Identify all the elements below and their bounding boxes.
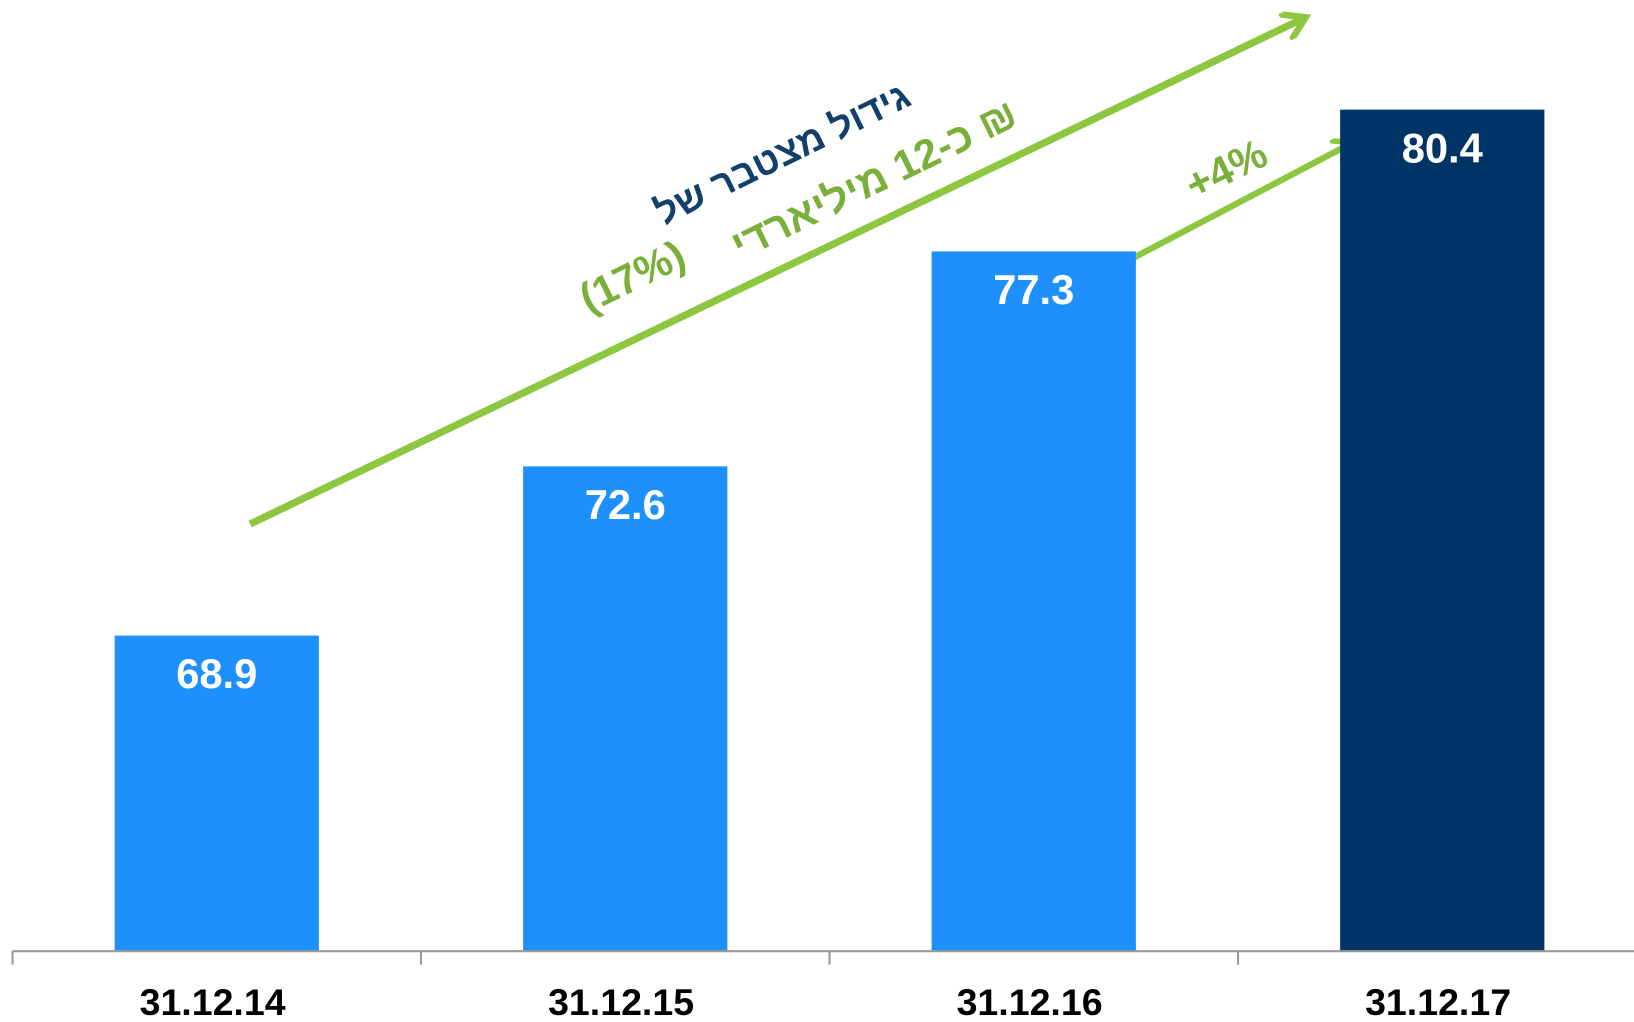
x-tick-label: 31.12.15 xyxy=(548,981,694,1022)
x-tick-label: 31.12.14 xyxy=(140,981,286,1022)
annotation: +4% xyxy=(1178,129,1275,208)
value-label: 68.9 xyxy=(176,650,257,697)
yearly-growth-arrow xyxy=(1127,145,1349,264)
bar xyxy=(1340,109,1545,952)
value-label: 80.4 xyxy=(1402,124,1483,171)
annotation: (17%) xyxy=(572,231,692,322)
bar xyxy=(114,635,319,952)
bar xyxy=(931,251,1136,952)
value-label: 77.3 xyxy=(993,266,1074,313)
total-growth-arrow xyxy=(248,20,1300,528)
x-tick-label: 31.12.17 xyxy=(1365,981,1511,1022)
bar xyxy=(523,466,728,952)
value-label: 72.6 xyxy=(585,481,666,528)
x-tick-label: 31.12.16 xyxy=(957,981,1103,1022)
